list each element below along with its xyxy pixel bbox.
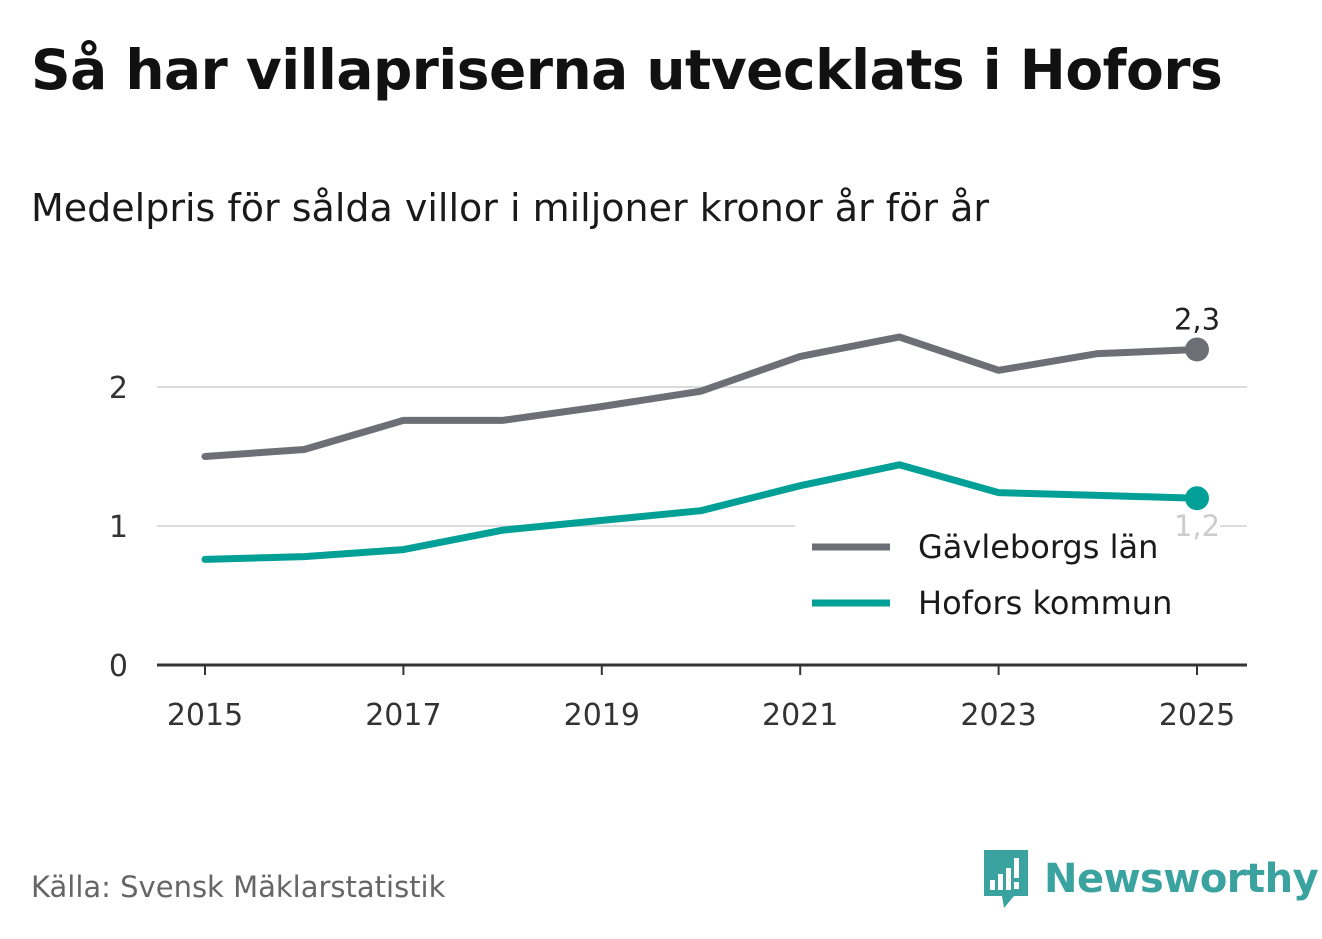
source-note: Källa: Svensk Mäklarstatistik bbox=[31, 870, 446, 904]
x-tick-label: 2021 bbox=[762, 698, 838, 733]
y-tick-label: 1 bbox=[109, 510, 128, 545]
brand-name: Newsworthy bbox=[1044, 856, 1319, 902]
series-end-point-1 bbox=[1185, 337, 1209, 362]
x-tick-label: 2019 bbox=[564, 698, 640, 733]
series-line-1 bbox=[201, 333, 1201, 460]
x-tick-label: 2015 bbox=[167, 698, 243, 733]
series-end-point-2 bbox=[1185, 486, 1209, 511]
chart-subtitle: Medelpris för sålda villor i miljoner kr… bbox=[31, 186, 990, 230]
legend-label-1: Gävleborgs län bbox=[918, 528, 1158, 566]
end-label-gavleborgs: 2,3 bbox=[1174, 302, 1220, 336]
x-tick-label: 2025 bbox=[1159, 698, 1235, 733]
end-label-hofors: 1,2 bbox=[1174, 509, 1220, 543]
legend-label-2: Hofors kommun bbox=[918, 584, 1172, 622]
x-tick-label: 2023 bbox=[960, 698, 1036, 733]
y-tick-label: 0 bbox=[109, 649, 128, 684]
y-tick-label: 2 bbox=[109, 371, 128, 406]
x-tick-label: 2017 bbox=[365, 698, 441, 733]
brand[interactable]: Newsworthy bbox=[980, 848, 1319, 910]
series-line-2 bbox=[201, 461, 1201, 563]
legend-background bbox=[795, 522, 1220, 640]
newsworthy-logo-icon bbox=[984, 850, 1028, 908]
chart-title: Så har villapriserna utvecklats i Hofors bbox=[31, 38, 1223, 102]
